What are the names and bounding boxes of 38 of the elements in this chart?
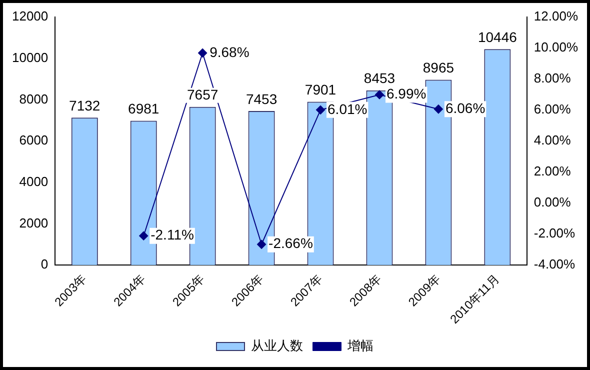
point bbox=[374, 90, 384, 100]
y-tick-label: 10000 bbox=[12, 50, 48, 65]
data-label: 7657 bbox=[186, 86, 218, 103]
y2-tick-label: -2.00% bbox=[534, 226, 576, 241]
data-label: 7132 bbox=[69, 98, 100, 114]
y-tick-label: 8000 bbox=[19, 91, 48, 106]
point bbox=[257, 240, 266, 249]
point bbox=[139, 231, 148, 240]
data-label: 10446 bbox=[478, 28, 518, 45]
legend-label: 增幅 bbox=[346, 338, 374, 354]
point bbox=[434, 104, 443, 114]
y2-tick-label: 8.00% bbox=[534, 70, 572, 86]
data-label: 7901 bbox=[304, 82, 336, 98]
y2-tick-label: 2.00% bbox=[534, 164, 572, 179]
data-label: 7453 bbox=[246, 90, 278, 107]
y-tick-label: 0 bbox=[40, 256, 48, 272]
point bbox=[198, 48, 208, 58]
y2-tick-label: 12.00% bbox=[534, 8, 578, 24]
data-label: 9.68% bbox=[210, 44, 250, 60]
y-tick-label: 2000 bbox=[19, 215, 48, 230]
y2-tick-label: 10.00% bbox=[534, 40, 578, 55]
data-label: 6.01% bbox=[328, 100, 368, 117]
y-tick-label: 4000 bbox=[19, 174, 48, 190]
data-label: 8453 bbox=[364, 70, 396, 86]
data-label: -2.11% bbox=[150, 226, 194, 243]
data-label: 6981 bbox=[128, 100, 160, 117]
data-label: -2.66% bbox=[268, 235, 313, 252]
y-tick-label: 12000 bbox=[12, 8, 48, 24]
legend-label: 从业人数 bbox=[251, 338, 303, 354]
y2-tick-label: -4.00% bbox=[534, 256, 576, 272]
point bbox=[316, 105, 326, 114]
y2-tick-label: 4.00% bbox=[534, 132, 572, 148]
y-tick-label: 6000 bbox=[19, 132, 48, 148]
data-label: 8965 bbox=[422, 60, 454, 76]
y2-tick-label: 0.00% bbox=[534, 194, 572, 210]
data-label: 6.99% bbox=[386, 86, 426, 102]
data-label: 6.06% bbox=[445, 100, 486, 116]
y2-tick-label: 6.00% bbox=[534, 102, 572, 117]
